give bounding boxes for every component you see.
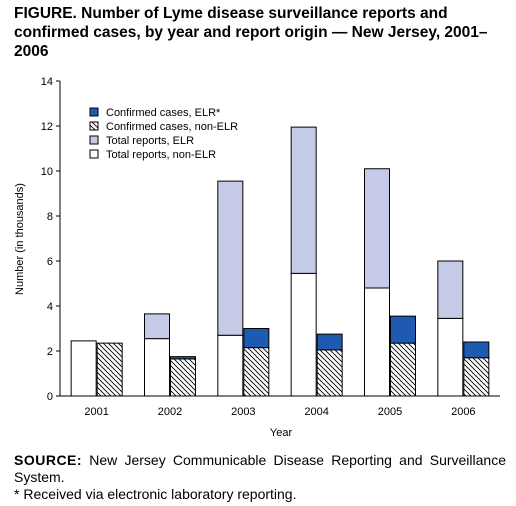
bar-confirmed-cases-non-elr [170, 358, 196, 397]
bar-confirmed-cases-elr [316, 333, 343, 351]
y-tick-label: 14 [41, 76, 53, 88]
legend-swatch [89, 121, 99, 131]
bar-confirmed-cases-non-elr [316, 349, 343, 397]
y-tick-label: 4 [47, 301, 53, 313]
footnote: * Received via electronic laboratory rep… [14, 486, 297, 502]
y-tick-label: 8 [47, 211, 53, 223]
x-tick-label: 2003 [231, 406, 255, 418]
bar-total-reports-non-elr [144, 338, 170, 397]
bar-total-reports-elr [290, 126, 317, 274]
legend-swatch [89, 135, 99, 145]
bar-total-reports-non-elr [437, 317, 464, 397]
y-tick-label: 0 [47, 391, 53, 403]
bar-total-reports-elr [144, 313, 170, 340]
legend-label: Total reports, non-ELR [106, 149, 216, 161]
legend-label: Confirmed cases, ELR* [106, 107, 221, 119]
y-tick-label: 6 [47, 256, 53, 268]
y-tick-label: 2 [47, 346, 53, 358]
legend-label: Total reports, ELR [106, 135, 194, 147]
legend-label: Confirmed cases, non-ELR [106, 121, 238, 133]
bar-total-reports-non-elr [70, 340, 97, 397]
x-tick-label: 2002 [158, 406, 182, 418]
bar-confirmed-cases-elr [463, 341, 490, 359]
source-label: SOURCE: [14, 452, 83, 468]
bar-total-reports-non-elr [290, 272, 317, 397]
y-tick-label: 12 [41, 121, 53, 133]
y-axis-label: Number (in thousands) [14, 183, 26, 295]
y-tick-label: 10 [41, 166, 53, 178]
x-tick-label: 2006 [451, 406, 475, 418]
bar-confirmed-cases-elr [170, 356, 196, 360]
source-text: New Jersey Communicable Disease Reportin… [14, 452, 506, 485]
bar-total-reports-non-elr [364, 287, 390, 397]
bar-total-reports-elr [217, 180, 244, 336]
x-axis-label: Year [270, 427, 293, 439]
x-tick-label: 2004 [304, 406, 328, 418]
figure-title: FIGURE. Number of Lyme disease surveilla… [14, 5, 488, 60]
bar-total-reports-elr [364, 168, 390, 289]
bar-total-reports-elr [437, 260, 464, 319]
bar-confirmed-cases-elr [390, 315, 416, 344]
bar-confirmed-cases-non-elr [390, 342, 416, 397]
x-tick-label: 2005 [378, 406, 402, 418]
source-note: SOURCE: New Jersey Communicable Disease … [14, 452, 506, 486]
bar-confirmed-cases-non-elr [243, 347, 270, 397]
x-tick-label: 2001 [84, 406, 108, 418]
bar-confirmed-cases-non-elr [463, 357, 490, 397]
bar-confirmed-cases-non-elr [96, 342, 123, 397]
legend-swatch [89, 107, 99, 117]
legend-swatch [89, 149, 99, 159]
bar-confirmed-cases-elr [243, 328, 270, 349]
bar-total-reports-non-elr [217, 334, 244, 397]
